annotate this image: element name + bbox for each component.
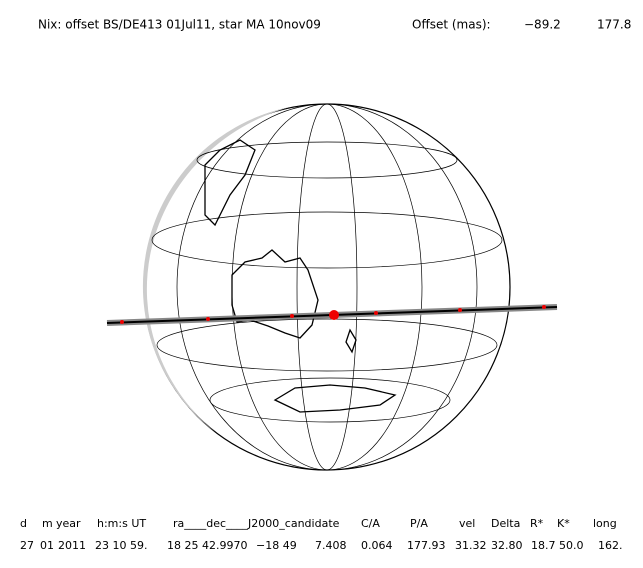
column-header: ra____dec____J2000_candidate: [173, 517, 340, 530]
time-dot: [290, 314, 294, 318]
offset-label: Offset (mas):: [412, 18, 491, 32]
column-header: m: [42, 517, 53, 530]
cell: 01: [40, 539, 54, 552]
offset-value: 177.8: [597, 18, 631, 32]
parallel: [151, 211, 503, 269]
cell: 27: [20, 539, 34, 552]
parallel: [209, 377, 451, 423]
time-dot: [120, 320, 124, 324]
column-header: Delta: [491, 517, 520, 530]
column-header: d: [20, 517, 27, 530]
meridian: [176, 103, 478, 471]
time-dot: [458, 308, 462, 312]
cell: 18.7: [531, 539, 556, 552]
column-header: K*: [557, 517, 570, 530]
table: d m year h:m:s UT ra____dec____J2000_candida…: [20, 517, 623, 552]
parallel: [156, 318, 498, 372]
offset-value: −89.2: [524, 18, 561, 32]
antarctica: [273, 384, 397, 413]
cell: 18 25 42.9970: [167, 539, 247, 552]
column-header: vel: [459, 517, 475, 530]
cell: −18 49: [256, 539, 297, 552]
cell: 177.93: [407, 539, 446, 552]
header: Nix: offset BS/DE413 01Jul11, star MA 10…: [38, 18, 631, 32]
cell: 23 10 59.: [95, 539, 147, 552]
shadow-path: [106, 304, 558, 326]
cell: 7.408: [315, 539, 347, 552]
cell: 2011: [58, 539, 86, 552]
new-zealand: [345, 328, 357, 354]
column-header: R*: [530, 517, 544, 530]
column-header: C/A: [361, 517, 380, 530]
cell: 31.32: [455, 539, 487, 552]
parallel: [196, 141, 458, 179]
time-dot: [374, 311, 378, 315]
closest-approach: [329, 310, 339, 320]
title: Nix: offset BS/DE413 01Jul11, star MA 10…: [38, 18, 321, 32]
column-header: year: [56, 517, 81, 530]
cell: 32.80: [491, 539, 523, 552]
cell: 50.0: [559, 539, 584, 552]
column-header: long: [593, 517, 617, 530]
cell: 162.: [598, 539, 623, 552]
globe: [142, 103, 511, 471]
time-dot: [542, 305, 546, 309]
asia: [204, 139, 256, 227]
cell: 0.064: [361, 539, 393, 552]
time-dot: [206, 317, 210, 321]
column-header: P/A: [410, 517, 428, 530]
column-header: h:m:s UT: [97, 517, 146, 530]
